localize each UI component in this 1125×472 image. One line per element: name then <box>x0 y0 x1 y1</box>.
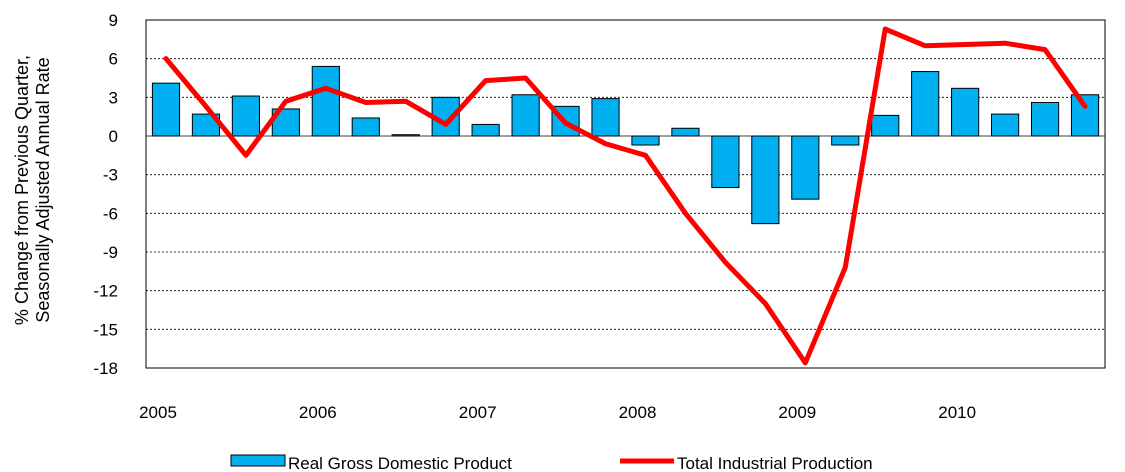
y-axis-title: % Change from Previous Quarter, Seasonal… <box>12 55 53 325</box>
x-tick-label-2009: 2009 <box>778 403 816 422</box>
y-tick-label: 6 <box>109 50 118 69</box>
y-tick-label: -6 <box>103 204 118 223</box>
industrial-production-line <box>163 26 1088 366</box>
y-axis-title-line2: Seasonally Adjusted Annual Rate <box>33 57 53 322</box>
gdp-bar-2009Q3 <box>871 114 900 137</box>
legend: Real Gross Domestic Product Total Indust… <box>230 454 873 472</box>
y-tick-label: 0 <box>109 127 118 146</box>
legend-label-gdp: Real Gross Domestic Product <box>288 454 512 472</box>
x-tick-label-2006: 2006 <box>299 403 337 422</box>
gdp-bar-2009Q4 <box>911 71 940 137</box>
gridlines <box>146 19 1105 369</box>
gdp-bar-2010Q1 <box>951 87 980 137</box>
gdp-bar-2009Q1 <box>791 135 820 200</box>
y-tick-label: -18 <box>93 359 118 378</box>
x-tick-label-2010: 2010 <box>938 403 976 422</box>
gdp-bar-2007Q1 <box>471 123 500 137</box>
y-tick-label: -12 <box>93 282 118 301</box>
plot-frame <box>145 19 1106 369</box>
gdp-bar-2008Q2 <box>671 127 700 137</box>
gdp-bar-2010Q4 <box>1070 94 1100 137</box>
y-tick-labels: 9 6 3 0 -3 -6 -9 -12 -15 -18 <box>93 11 118 378</box>
gdp-bar-2006Q2 <box>351 117 380 137</box>
x-tick-labels: 2005 2006 2007 2008 2009 2010 <box>139 403 976 422</box>
y-tick-label: -9 <box>103 243 118 262</box>
gdp-bar-2009Q2 <box>831 135 860 146</box>
gdp-bar-2007Q4 <box>591 98 620 137</box>
y-tick-label: -15 <box>93 320 118 339</box>
x-tick-label-2005: 2005 <box>139 403 177 422</box>
gdp-bar-2008Q1 <box>631 135 660 146</box>
gdp-bar-2005Q1 <box>151 82 181 137</box>
gdp-bar-2006Q3 <box>391 134 420 137</box>
gdp-bar-2010Q2 <box>991 113 1020 137</box>
gdp-bar-2008Q4 <box>751 135 780 225</box>
y-axis-title-line1: % Change from Previous Quarter, <box>12 55 32 325</box>
y-tick-label: 3 <box>109 88 118 107</box>
x-tick-label-2007: 2007 <box>459 403 497 422</box>
legend-swatch-gdp <box>230 454 286 467</box>
legend-label-industrial-production: Total Industrial Production <box>677 454 873 472</box>
x-tick-label-2008: 2008 <box>619 403 657 422</box>
y-tick-label: -3 <box>103 166 118 185</box>
gdp-bar-2005Q3 <box>231 95 260 137</box>
y-tick-label: 9 <box>109 11 118 30</box>
gdp-bar-2010Q3 <box>1030 101 1060 137</box>
gdp-bar-2007Q2 <box>511 94 540 137</box>
gdp-bar-2006Q1 <box>311 65 340 137</box>
gdp-bar-2008Q3 <box>711 135 740 189</box>
